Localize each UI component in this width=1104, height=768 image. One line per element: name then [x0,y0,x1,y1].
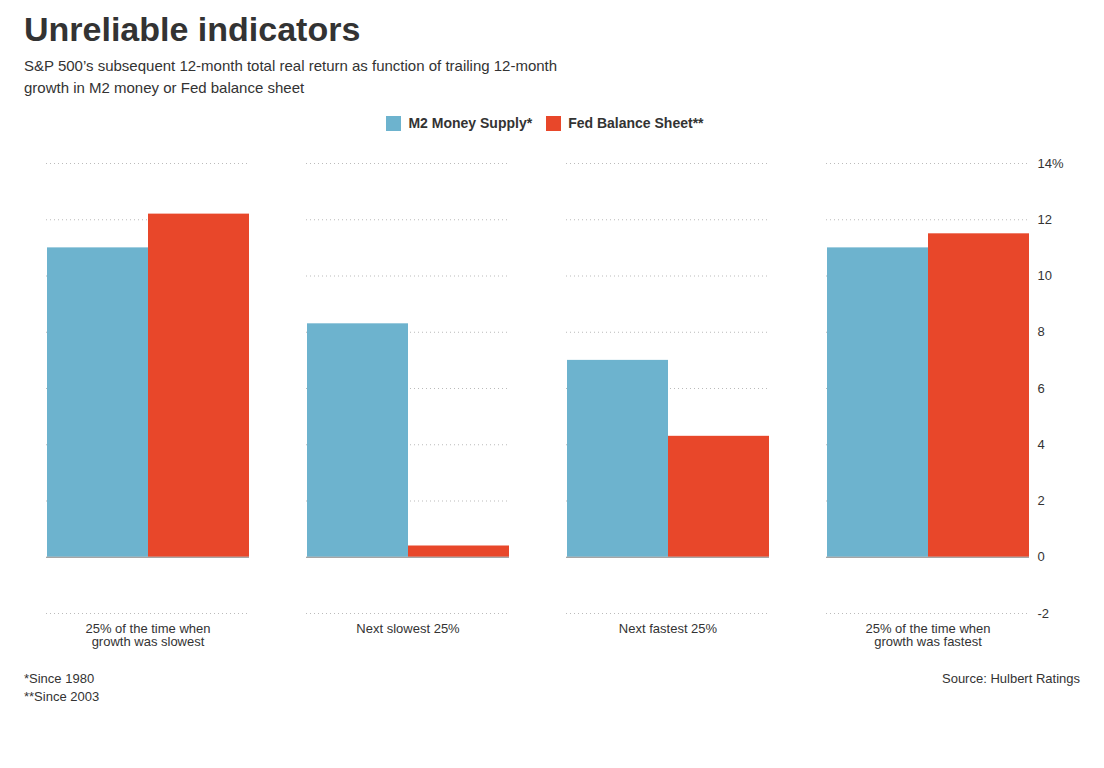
svg-text:4: 4 [1038,436,1045,451]
svg-text:10: 10 [1038,268,1052,283]
html-text:Fed Balance Sheet**: Fed Balance Sheet** [568,115,704,131]
svg-text:14%: 14% [1038,155,1064,170]
html-text:*Since 1980: *Since 1980 [24,670,95,686]
html-text:Unreliable indicators: Unreliable indicators [24,10,361,48]
html-text:**Since 2003: **Since 2003 [24,688,100,704]
svg-text:25% of the time whengrowth was: 25% of the time whengrowth was fastest [865,620,990,648]
svg-text:25% of the time whengrowth was: 25% of the time whengrowth was slowest [85,620,210,648]
html-text:S&P 500’s subsequent 12-month: S&P 500’s subsequent 12-month total real… [24,57,558,96]
svg-text:8: 8 [1038,324,1045,339]
html-text:M2 Money Supply*: M2 Money Supply* [408,115,533,131]
svg-text:6: 6 [1038,380,1045,395]
html-text:Source: Hulbert Ratings: Source: Hulbert Ratings [942,670,1080,686]
svg-text:Next fastest 25%: Next fastest 25% [619,620,718,635]
svg-text:-2: -2 [1038,605,1050,620]
svg-text:Next slowest 25%: Next slowest 25% [356,620,460,635]
svg-text:0: 0 [1038,549,1045,564]
svg-text:12: 12 [1038,211,1052,226]
svg-text:2: 2 [1038,493,1045,508]
